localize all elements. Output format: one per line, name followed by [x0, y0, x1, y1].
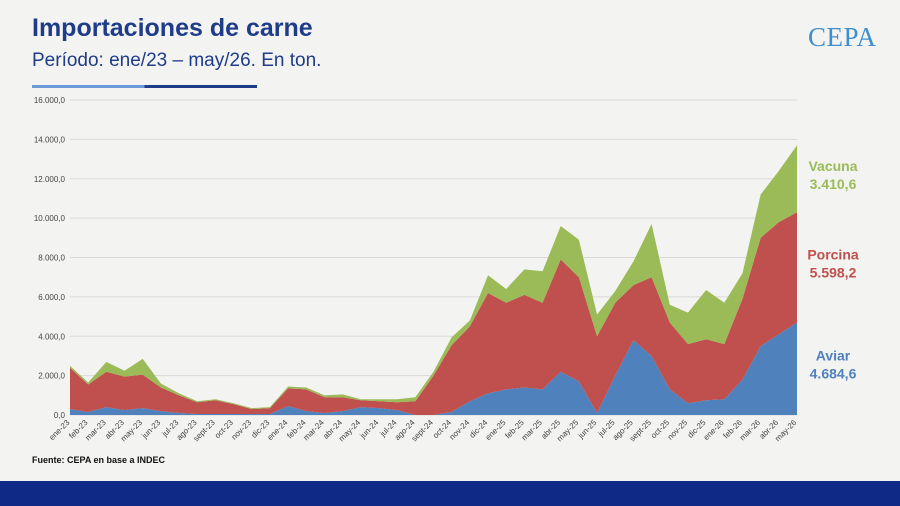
stacked-area-chart: 0,0 2.000,0 4.000,0 6.000,0 8.000,0 10.000,0 1… [34, 96, 859, 444]
x-tick-label: ene-23 [47, 418, 71, 442]
x-axis-ticks: ene-23feb-23mar-23abr-23may-23jun-23jul-… [47, 418, 798, 444]
x-tick-label: jun-24 [358, 418, 381, 441]
x-tick-label: ene-26 [702, 418, 726, 442]
area-vacuna [70, 145, 797, 410]
x-tick-label: jun-25 [576, 418, 599, 441]
y-tick-label: 12.000,0 [34, 175, 66, 184]
x-tick-label: nov-23 [229, 418, 253, 442]
y-tick-label: 8.000,0 [38, 254, 65, 263]
series-name-vacuna: Vacuna [808, 158, 857, 174]
footer-band [0, 481, 900, 506]
x-tick-label: mar-24 [302, 418, 327, 443]
series-labels: Aviar 4.684,6 Porcina 5.598,2 Vacuna 3.410,6 [807, 158, 859, 382]
y-tick-label: 14.000,0 [34, 135, 66, 144]
area-aviar [70, 322, 797, 415]
series-name-aviar: Aviar [816, 348, 851, 364]
y-tick-label: 10.000,0 [34, 214, 66, 223]
area-porcina [70, 212, 797, 415]
series-areas [70, 145, 797, 415]
chart-title: Importaciones de carne [32, 14, 313, 42]
title-underline [32, 85, 257, 88]
chart-subtitle: Período: ene/23 – may/26. En ton. [32, 50, 322, 71]
x-tick-label: mar-25 [520, 418, 545, 443]
y-tick-label: 2.000,0 [38, 372, 65, 381]
cepa-logo: CEPA [808, 22, 877, 52]
series-value-aviar: 4.684,6 [810, 366, 857, 382]
y-tick-label: 16.000,0 [34, 96, 66, 105]
y-tick-label: 4.000,0 [38, 332, 65, 341]
x-tick-label: ene-25 [484, 418, 508, 442]
series-value-porcina: 5.598,2 [810, 264, 857, 280]
series-value-vacuna: 3.410,6 [810, 176, 857, 192]
series-name-porcina: Porcina [807, 246, 859, 262]
x-tick-label: mar-23 [83, 418, 108, 443]
source-note: Fuente: CEPA en base a INDEC [32, 455, 166, 465]
y-tick-label: 6.000,0 [38, 293, 65, 302]
x-tick-label: jun-23 [139, 418, 162, 441]
x-tick-label: ene-24 [266, 418, 290, 442]
x-tick-label: mar-26 [738, 418, 763, 443]
x-tick-label: nov-24 [448, 418, 472, 442]
grid-lines [70, 99, 797, 416]
x-tick-label: nov-25 [666, 418, 690, 442]
y-axis-ticks: 0,0 2.000,0 4.000,0 6.000,0 8.000,0 10.000,0 1… [34, 96, 66, 420]
y-tick-label: 0,0 [54, 411, 66, 420]
